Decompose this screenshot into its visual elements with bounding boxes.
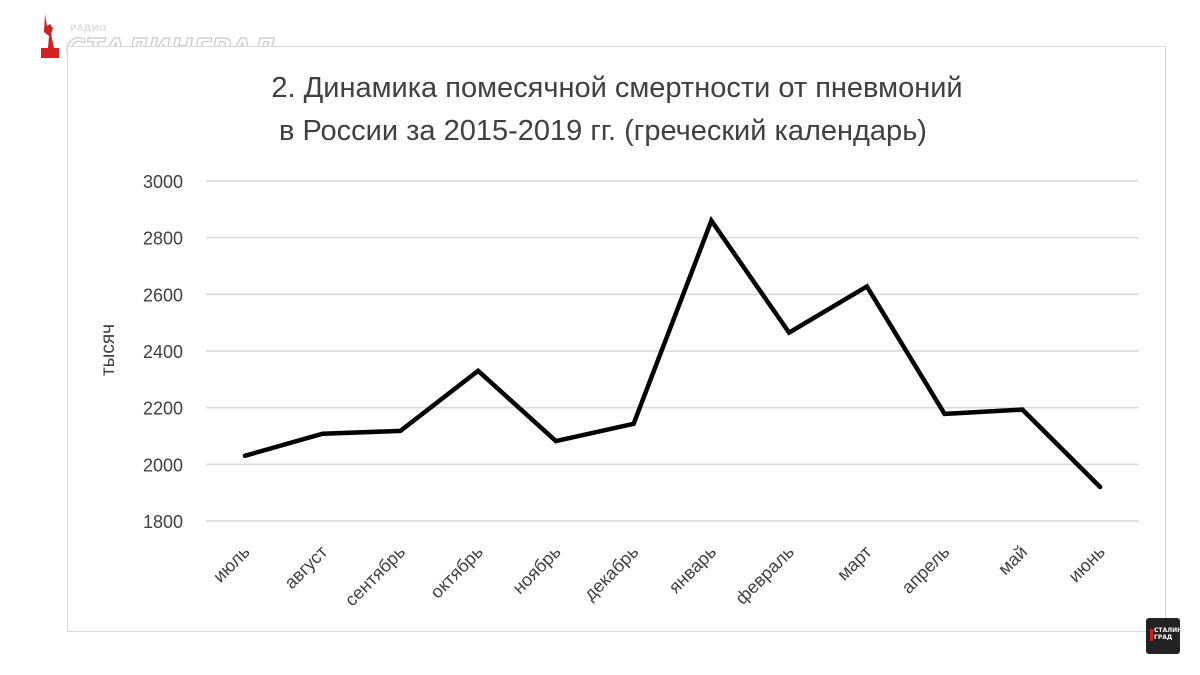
y-tick-label: 2000 <box>143 455 183 475</box>
y-tick-label: 1800 <box>143 512 183 532</box>
chart-title-line-2: в России за 2015-2019 гг. (греческий кал… <box>279 115 927 147</box>
channel-badge: СТАЛИН ГРАД <box>1146 618 1183 654</box>
y-tick-label: 2800 <box>143 229 183 249</box>
x-tick-label: сентябрь <box>341 542 409 610</box>
series-line <box>242 215 1103 490</box>
chart-title-line-1: 2. Динамика помесячной смертности от пне… <box>271 72 962 104</box>
y-tick-label: 2400 <box>143 342 183 362</box>
x-tick-label: декабрь <box>580 542 643 605</box>
x-tick-label: январь <box>665 542 720 597</box>
y-axis-label: тысяч <box>98 324 119 376</box>
x-tick-label: март <box>833 542 876 585</box>
x-tick-label: февраль <box>731 542 798 609</box>
x-tick-label: август <box>280 542 331 593</box>
x-tick-label: октябрь <box>426 542 487 603</box>
motherland-statue-icon <box>41 14 59 58</box>
badge-text: СТАЛИН ГРАД <box>1154 627 1183 641</box>
x-tick-label: апрель <box>898 542 954 598</box>
x-tick-label: май <box>994 542 1031 579</box>
line-chart: 2. Динамика помесячной смертности от пне… <box>98 72 1139 610</box>
y-tick-label: 2600 <box>143 285 183 305</box>
x-tick-label: ноябрь <box>509 542 565 598</box>
logo-small-text: РАДИО <box>70 24 107 34</box>
x-tick-label: июль <box>209 542 254 587</box>
x-tick-label: июнь <box>1064 542 1108 586</box>
badge-accent <box>1150 629 1153 641</box>
y-tick-label: 3000 <box>143 172 183 192</box>
y-tick-label: 2200 <box>143 399 183 419</box>
chart-frame: 2. Динамика помесячной смертности от пне… <box>67 46 1166 632</box>
